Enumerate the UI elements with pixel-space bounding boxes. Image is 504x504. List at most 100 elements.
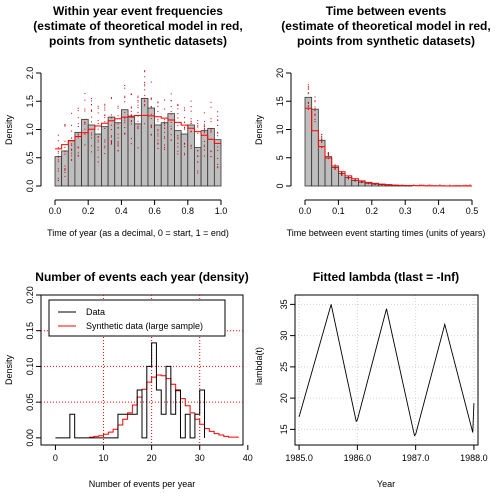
panel1-synthetic-point: [211, 129, 212, 130]
panel1-synthetic-point: [197, 125, 198, 126]
panel1-synthetic-point: [157, 130, 158, 131]
panel1-synthetic-point: [71, 159, 72, 160]
panel1-synthetic-point: [84, 100, 85, 101]
panel2-synthetic-point: [341, 173, 342, 174]
panel4-title: Fitted lambda (tlast = -Inf): [313, 270, 459, 284]
panel1-synthetic-point: [124, 134, 125, 135]
panel1-synthetic-point: [118, 150, 119, 151]
panel3-xlabel: Number of events per year: [89, 479, 196, 489]
panel2-synthetic-point: [321, 138, 322, 139]
panel1-synthetic-point: [217, 166, 218, 167]
panel1-synthetic-point: [191, 123, 192, 124]
panel2-bar: [312, 109, 319, 186]
panel1-synthetic-point: [157, 144, 158, 145]
panel2-title-line1: Time between events: [326, 4, 447, 18]
panel1-bar: [75, 132, 82, 186]
panel1-x-tick-label: 0.4: [115, 206, 128, 216]
panel1-synthetic-point: [118, 146, 119, 147]
panel1-synthetic-point: [204, 128, 205, 129]
panel1-synthetic-point: [91, 133, 92, 134]
panel1-synthetic-point: [118, 123, 119, 124]
panel2-title-line2: (estimate of theoretical model in red,: [281, 19, 490, 33]
panel3-x-tick-label: 40: [243, 453, 253, 463]
panel1-synthetic-point: [111, 135, 112, 136]
panel1-synthetic-point: [177, 104, 178, 105]
panel1-synthetic-point: [78, 135, 79, 136]
panel1-synthetic-point: [71, 138, 72, 139]
panel1-synthetic-point: [191, 146, 192, 147]
panel1-synthetic-point: [157, 111, 158, 112]
panel1-synthetic-point: [124, 127, 125, 128]
panel1-synthetic-point: [98, 136, 99, 137]
panel1-synthetic-point: [64, 170, 65, 171]
panel1-synthetic-point: [131, 117, 132, 118]
panel1-synthetic-point: [58, 151, 59, 152]
panel1-synthetic-point: [204, 146, 205, 147]
panel1-synthetic-point: [124, 96, 125, 97]
panel1-synthetic-point: [164, 145, 165, 146]
panel1-synthetic-point: [217, 164, 218, 165]
panel1-synthetic-point: [164, 128, 165, 129]
panel1-synthetic-point: [71, 155, 72, 156]
panel1-synthetic-point: [164, 100, 165, 101]
panel1-synthetic-point: [104, 117, 105, 118]
panel4-ylabel: lambda(t): [254, 347, 264, 385]
panel1-synthetic-point: [157, 148, 158, 149]
panel1-synthetic-point: [144, 100, 145, 101]
panel1-synthetic-point: [64, 165, 65, 166]
panel1-x-tick-label: 0.8: [182, 206, 195, 216]
panel1-synthetic-point: [191, 111, 192, 112]
panel3-legend-label-data: Data: [86, 307, 105, 317]
panel2-synthetic-point: [308, 102, 309, 103]
panel2-synthetic-point: [308, 86, 309, 87]
panel4-y-tick-label: 35: [279, 299, 289, 309]
panel2-y-tick-label: 20: [275, 68, 285, 78]
panel2-synthetic-point: [341, 175, 342, 176]
panel1-y-tick-label: 0.0: [25, 180, 35, 193]
panel1-synthetic-point: [84, 111, 85, 112]
panel1-synthetic-point: [58, 168, 59, 169]
panel3-x-tick-label: 30: [195, 453, 205, 463]
panel3-x-tick-label: 0: [53, 453, 58, 463]
panel1-synthetic-point: [78, 147, 79, 148]
panel1-synthetic-point: [171, 100, 172, 101]
panel1-synthetic-point: [204, 131, 205, 132]
panel1-synthetic-point: [171, 122, 172, 123]
panel1-synthetic-point: [84, 109, 85, 110]
panel3-x-tick-label: 10: [99, 453, 109, 463]
panel1-synthetic-point: [217, 167, 218, 168]
panel1-x-tick-label: 1.0: [215, 206, 228, 216]
panel3-legend: Data Synthetic data (large sample): [49, 300, 225, 336]
panel1-synthetic-point: [98, 157, 99, 158]
panel1-bar: [128, 117, 135, 186]
panel1-synthetic-point: [164, 109, 165, 110]
panel1-synthetic-point: [164, 125, 165, 126]
panel1-synthetic-point: [131, 143, 132, 144]
panel1-synthetic-point: [211, 151, 212, 152]
panel3-y-tick-label: 0.15: [25, 322, 35, 340]
panel1-synthetic-point: [177, 154, 178, 155]
panel1-synthetic-point: [197, 170, 198, 171]
panel1-synthetic-point: [58, 153, 59, 154]
panel1-synthetic-point: [184, 117, 185, 118]
panel1-synthetic-point: [204, 132, 205, 133]
panel1-synthetic-point: [91, 121, 92, 122]
panel1-bar: [108, 117, 115, 186]
panel1-synthetic-point: [177, 135, 178, 136]
panel1-synthetic-point: [131, 111, 132, 112]
panel1-synthetic-point: [91, 151, 92, 152]
panel1-synthetic-point: [58, 180, 59, 181]
panel1-synthetic-point: [118, 137, 119, 138]
panel1-bar: [201, 131, 208, 186]
panel4-x-tick-label: 1988.0: [460, 453, 488, 463]
panel4-y-tick-label: 20: [279, 393, 289, 403]
panel1-synthetic-point: [71, 149, 72, 150]
panel1-synthetic-point: [111, 141, 112, 142]
panel1-synthetic-point: [111, 125, 112, 126]
panel1-synthetic-point: [211, 107, 212, 108]
panel1-synthetic-point: [98, 150, 99, 151]
panel1-synthetic-point: [71, 160, 72, 161]
panel2-synthetic-point: [315, 115, 316, 116]
panel1-synthetic-point: [64, 154, 65, 155]
panel1-synthetic-point: [58, 178, 59, 179]
